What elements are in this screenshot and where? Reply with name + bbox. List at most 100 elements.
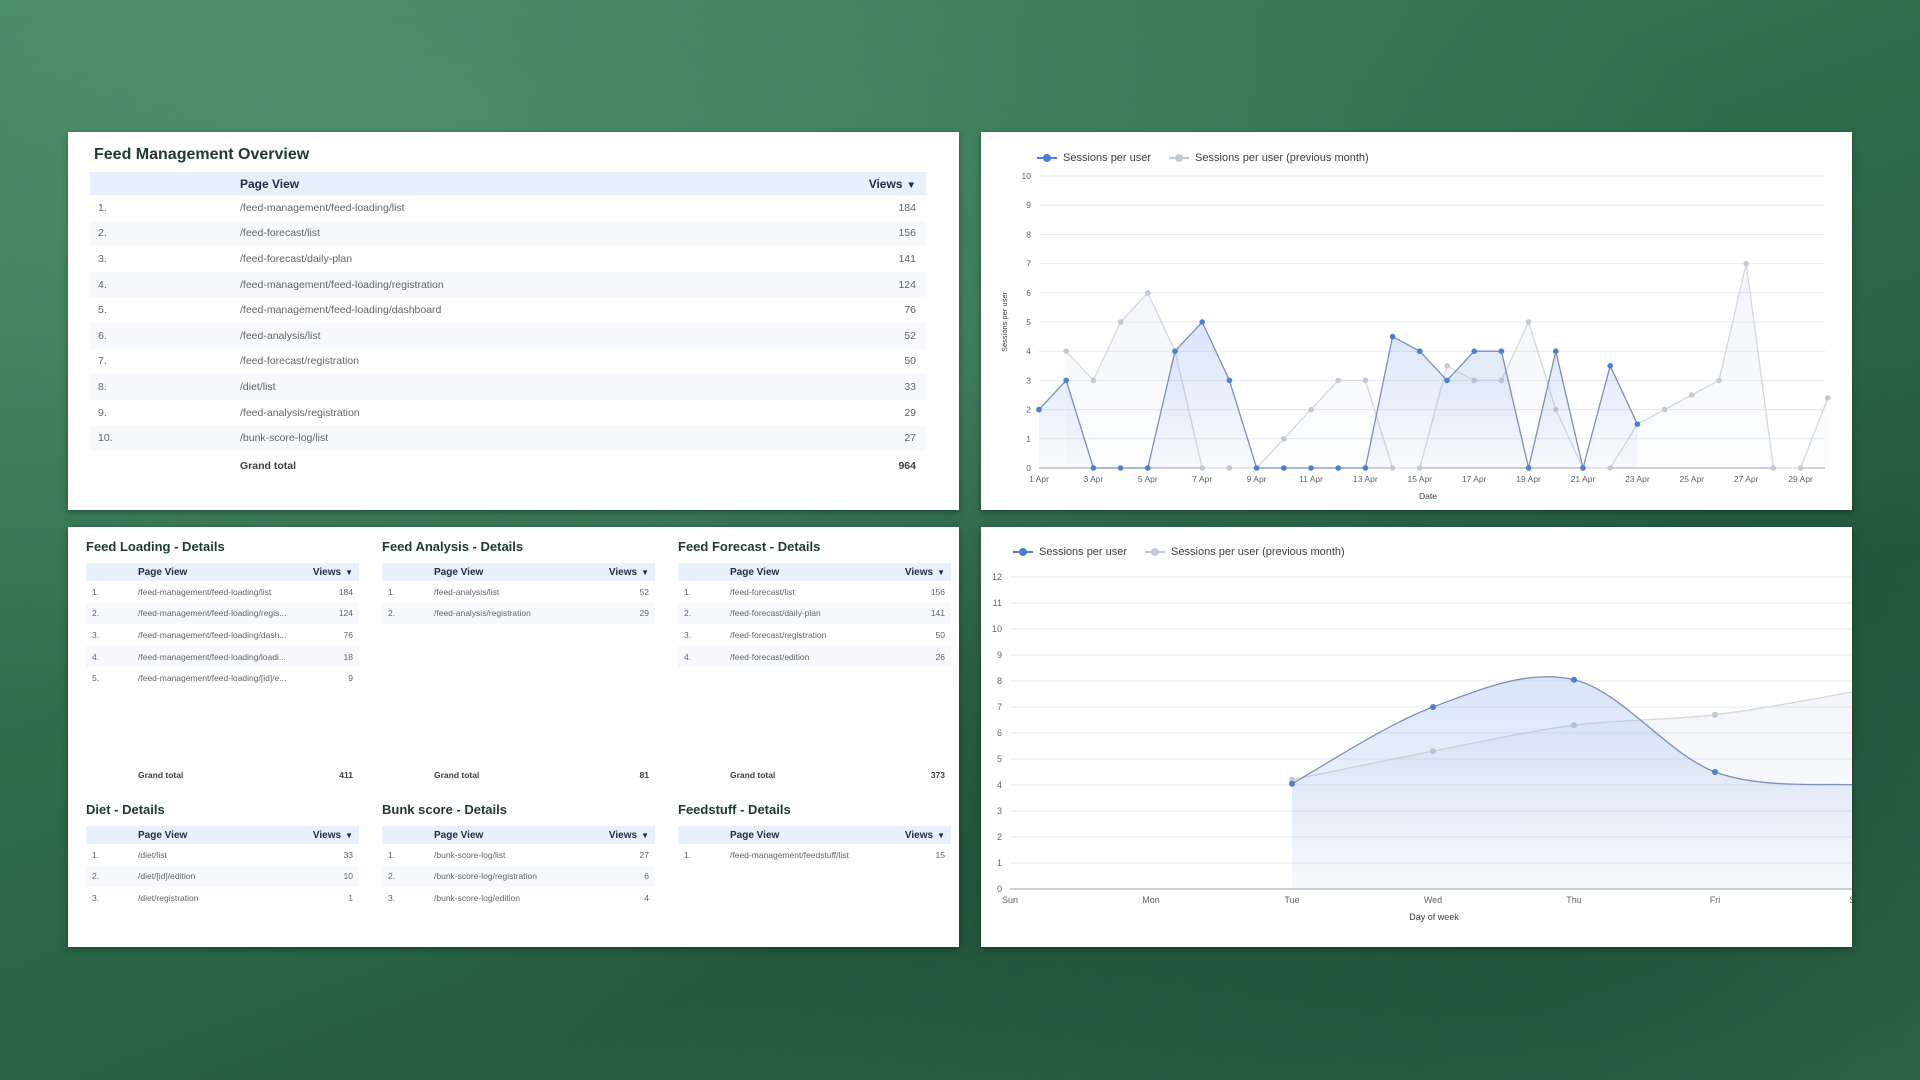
y-axis-title: Sessions per user [1000,291,1009,352]
table-row[interactable]: 5. /feed-management/feed-loading/dashboar… [90,297,926,323]
column-header-views[interactable]: Views ▼ [904,829,945,841]
data-point-current [1389,333,1396,340]
column-header-page-view[interactable]: Page View [138,829,188,841]
row-page-path: /bunk-score-log/edition [434,892,520,903]
grand-total-label: Grand total [240,459,297,472]
overview-table: Page View Views ▼ 1. /feed-management/feed… [90,172,926,481]
y-tick-label: 0 [997,884,1002,894]
grand-total-value: 81 [639,770,649,780]
table-row[interactable]: 1. /feed-management/feedstuff/list 15 [678,844,951,866]
detail-table: Feedstuff - Details Page View Views ▼ 1. /fee… [678,802,951,1056]
y-tick-label: 10 [992,624,1002,634]
table-row[interactable]: 2. /diet/[id]/edition 10 [86,865,359,888]
table-row[interactable]: 7. /feed-forecast/registration 50 [90,349,926,375]
x-tick-label: 13 Apr [1353,474,1378,484]
table-row[interactable]: 1. /feed-management/feed-loading/list 184 [90,195,926,221]
sort-desc-icon: ▼ [641,567,649,577]
row-index: 2. [92,871,100,882]
sessions-by-weekday-panel: Sessions per user Sessions per user (pre… [981,527,1852,947]
row-views: 4 [644,892,649,903]
table-row[interactable]: 3. /bunk-score-log/edition 4 [382,887,655,909]
column-header-views[interactable]: Views ▼ [608,829,649,841]
row-index: 1. [388,586,396,597]
data-point-current [1253,465,1260,471]
row-views: 27 [904,432,916,445]
table-row[interactable]: 2. /feed-forecast/list 156 [90,220,926,247]
table-header: Page View Views ▼ [382,563,655,581]
row-views: 9 [348,673,353,684]
column-header-page-view[interactable]: Page View [434,829,484,841]
table-row[interactable]: 2. /feed-forecast/daily-plan 141 [678,602,951,625]
row-page-path: /feed-management/feed-loading/loadi... [138,651,286,662]
column-header-page-view[interactable]: Page View [730,566,780,578]
x-tick-label: 23 Apr [1625,474,1650,484]
row-views: 184 [338,586,353,597]
column-header-views[interactable]: Views ▼ [312,829,353,841]
row-page-path: /feed-management/feed-loading/[id]/e... [138,673,287,684]
table-row[interactable]: 3. /feed-forecast/daily-plan 141 [90,246,926,272]
table-row[interactable]: 1. /diet/list 33 [86,844,359,866]
x-tick-label: 3 Apr [1083,474,1103,484]
row-index: 2. [98,227,107,240]
legend-item-current[interactable]: Sessions per user [1037,152,1151,164]
data-point-current [1580,465,1586,471]
data-point-current [1417,348,1423,354]
detail-tables-panel: Feed Loading - Details Page View Views ▼ 1. /… [68,527,959,947]
detail-table: Feed Analysis - Details Page View Views ▼ 1.… [382,539,655,793]
y-tick-label: 3 [1026,375,1031,385]
column-header-page-view[interactable]: Page View [138,566,188,578]
x-tick-label: 9 Apr [1247,474,1267,484]
y-tick-label: 3 [997,806,1002,816]
table-row[interactable]: 1. /feed-management/feed-loading/list 184 [86,581,359,603]
detail-table-title: Bunk score - Details [382,802,507,817]
data-point-current [1607,363,1613,369]
row-page-path: /feed-forecast/list [240,227,320,240]
x-tick-label: 17 Apr [1462,474,1487,484]
table-row[interactable]: 9. /feed-analysis/registration 29 [90,400,926,426]
table-row[interactable]: 6. /feed-analysis/list 52 [90,322,926,349]
table-row[interactable]: 8. /diet/list 33 [90,374,926,400]
y-tick-label: 4 [997,780,1002,790]
column-header-views[interactable]: Views ▼ [312,566,353,578]
table-row[interactable]: 1. /feed-forecast/list 156 [678,581,951,603]
table-row[interactable]: 1. /bunk-score-log/list 27 [382,844,655,866]
series-area-current [1039,322,1638,468]
column-header-page-view[interactable]: Page View [434,566,484,578]
column-header-views[interactable]: Views ▼ [868,176,916,191]
table-row[interactable]: 1. /feed-analysis/list 52 [382,581,655,603]
table-row[interactable]: 10. /bunk-score-log/list 27 [90,425,926,451]
table-row[interactable]: 2. /feed-analysis/registration 29 [382,602,655,625]
row-page-path: /diet/[id]/edition [138,871,196,882]
table-row[interactable]: 3. /feed-management/feed-loading/dash... 7… [86,624,359,646]
legend-item-previous[interactable]: Sessions per user (previous month) [1169,152,1369,164]
row-index: 3. [98,252,107,265]
table-row[interactable]: 5. /feed-management/feed-loading/[id]/e..… [86,667,359,689]
row-index: 2. [92,608,100,619]
data-point-current [1172,348,1178,354]
sessions-by-date-panel: Sessions per user Sessions per user (pre… [981,132,1852,510]
row-index: 3. [684,629,692,640]
data-point-current [1362,465,1369,471]
y-tick-label: 12 [992,572,1002,582]
column-header-views[interactable]: Views ▼ [608,566,649,578]
table-row[interactable]: 4. /feed-management/feed-loading/registra… [90,271,926,298]
table-row[interactable]: 3. /feed-forecast/registration 50 [678,624,951,646]
column-header-page-view[interactable]: Page View [730,829,780,841]
row-views: 33 [904,380,916,393]
row-page-path: /feed-management/feed-loading/list [240,201,405,214]
legend-item-current[interactable]: Sessions per user [1013,546,1127,558]
row-views: 26 [935,651,945,662]
table-row[interactable]: 2. /bunk-score-log/registration 6 [382,865,655,888]
column-header-views[interactable]: Views ▼ [904,566,945,578]
legend-item-previous[interactable]: Sessions per user (previous month) [1145,546,1345,558]
table-row[interactable]: 4. /feed-forecast/edition 26 [678,645,951,668]
table-row[interactable]: 3. /diet/registration 1 [86,887,359,909]
data-point-current [1525,465,1532,471]
table-row[interactable]: 4. /feed-management/feed-loading/loadi...… [86,645,359,668]
row-views: 29 [639,608,649,619]
table-row[interactable]: 2. /feed-management/feed-loading/regis...… [86,602,359,625]
row-index: 5. [98,304,107,317]
column-header-page-view[interactable]: Page View [240,176,300,191]
sort-desc-icon: ▼ [345,830,353,840]
row-index: 2. [684,608,692,619]
